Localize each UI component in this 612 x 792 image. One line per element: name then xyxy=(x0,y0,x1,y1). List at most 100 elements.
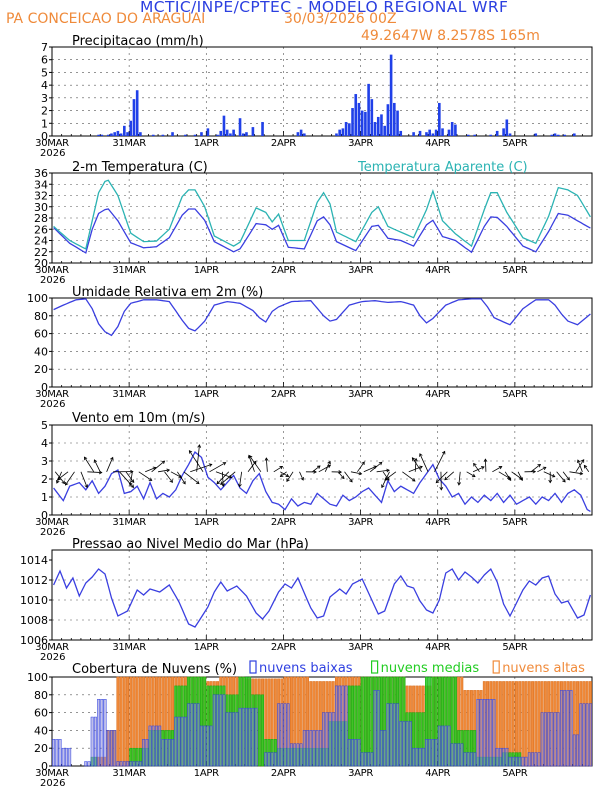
wind-arrow-head xyxy=(457,482,461,486)
wind-arrow-head xyxy=(238,483,242,488)
precip-bar xyxy=(123,125,126,136)
wind-arrow xyxy=(504,471,512,481)
low-cloud-bar xyxy=(447,725,451,767)
wind-arrow-head xyxy=(300,476,304,481)
series-line-0 xyxy=(53,450,591,512)
wind-arrow-head xyxy=(551,473,556,478)
low-cloud-bar xyxy=(209,725,213,767)
low-cloud-bar xyxy=(106,730,110,767)
wind-arrow-head xyxy=(220,481,224,485)
low-cloud-bar xyxy=(151,725,155,767)
precip-bar xyxy=(389,54,393,136)
precip-bar xyxy=(216,134,219,136)
low-cloud-bar xyxy=(515,756,518,767)
low-cloud-bar xyxy=(132,761,136,767)
y-tick-label: 20 xyxy=(34,257,48,270)
wind-arrow xyxy=(376,469,390,473)
low-cloud-bar xyxy=(479,699,483,767)
low-cloud-bar xyxy=(498,747,502,767)
low-cloud-bar xyxy=(360,752,364,767)
wind-arrow-head xyxy=(498,466,503,470)
wind-arrow xyxy=(337,471,345,479)
wind-arrow-head xyxy=(444,476,448,481)
low-cloud-bar xyxy=(367,752,371,767)
low-cloud-bar xyxy=(290,743,293,767)
precip-bar xyxy=(438,102,441,136)
low-cloud-bar xyxy=(180,716,184,767)
wind-arrow-head xyxy=(286,478,290,483)
precip-bar xyxy=(447,129,451,136)
precip-bar xyxy=(466,134,470,136)
low-cloud-bar xyxy=(418,747,422,767)
x-year-label: 2026 xyxy=(40,399,65,410)
wind-arrow-head xyxy=(221,483,225,487)
x-tick-label: 31MAR xyxy=(112,517,146,528)
low-cloud-bar xyxy=(450,743,454,767)
x-tick-label: 30MAR xyxy=(35,265,69,276)
precip-bar xyxy=(241,133,245,136)
wind-arrow xyxy=(414,458,417,472)
x-tick-label: 2APR xyxy=(271,389,296,400)
x-tick-label: 5APR xyxy=(502,265,527,276)
wind-arrow xyxy=(363,465,377,473)
wind-arrow-head xyxy=(182,480,186,485)
low-cloud-bar xyxy=(540,712,544,767)
wind-arrow-head xyxy=(542,466,547,471)
wind-arrow-head xyxy=(480,466,485,470)
x-tick-label: 4APR xyxy=(425,517,450,528)
wind-arrow-head xyxy=(216,480,221,485)
low-cloud-bar xyxy=(354,739,358,767)
wind-arrow xyxy=(65,471,75,486)
low-cloud-bar xyxy=(566,690,570,767)
wind-arrow xyxy=(498,471,511,479)
low-cloud-bar xyxy=(68,747,72,767)
y-tick-label: 1 xyxy=(41,491,48,504)
wind-arrow-head xyxy=(576,459,581,464)
wind-arrow-head xyxy=(61,480,66,485)
low-cloud-bar xyxy=(547,712,551,767)
wind-arrow-head xyxy=(471,473,476,478)
low-cloud-bar xyxy=(527,752,531,767)
low-cloud-bar xyxy=(61,747,65,767)
precip-bar xyxy=(360,110,364,136)
wind-arrow xyxy=(273,466,283,473)
wind-arrow xyxy=(543,471,555,477)
precip-bar xyxy=(434,129,438,136)
wind-arrow xyxy=(466,471,476,477)
x-tick-label: 30MAR xyxy=(35,642,69,653)
low-cloud-bar xyxy=(415,747,419,767)
precip-bar xyxy=(489,134,493,136)
wind-arrow xyxy=(472,466,485,473)
precip-bar xyxy=(225,129,229,136)
x-tick-label: 31MAR xyxy=(112,389,146,400)
precip-bar xyxy=(370,99,374,136)
low-cloud-bar xyxy=(534,752,538,767)
wind-arrow xyxy=(220,471,236,485)
low-cloud-bar xyxy=(177,716,181,767)
low-cloud-bar xyxy=(402,721,406,767)
run-date: 30/03/2026 00Z xyxy=(284,11,397,27)
y-tick-label: 5 xyxy=(41,66,48,79)
x-year-label: 2026 xyxy=(40,275,65,286)
y-tick-label: 1008 xyxy=(20,614,48,627)
precip-bar xyxy=(200,132,203,136)
low-cloud-bar xyxy=(232,712,236,767)
low-cloud-bar xyxy=(489,699,493,767)
low-cloud-bar xyxy=(383,730,387,767)
low-cloud-bar xyxy=(380,730,383,767)
low-cloud-bar xyxy=(306,730,309,767)
low-cloud-bar xyxy=(396,703,399,767)
y-tick-label: 1006 xyxy=(20,634,48,647)
low-cloud-bar xyxy=(116,761,120,767)
wind-arrow xyxy=(80,471,88,488)
panel-clouds: 0 20 40 60 80 100 30MAR 31MAR 1APR 2APR 3APR 4APR 5A… xyxy=(27,660,593,789)
high-cloud-bar xyxy=(524,681,528,767)
low-cloud-bar xyxy=(135,761,139,767)
wind-arrow xyxy=(350,471,362,475)
low-cloud-bar xyxy=(428,739,432,767)
x-tick-label: 3APR xyxy=(348,768,373,779)
low-cloud-bar xyxy=(389,703,393,767)
wind-arrow-head xyxy=(148,477,153,481)
wind-arrow-head xyxy=(385,477,390,481)
